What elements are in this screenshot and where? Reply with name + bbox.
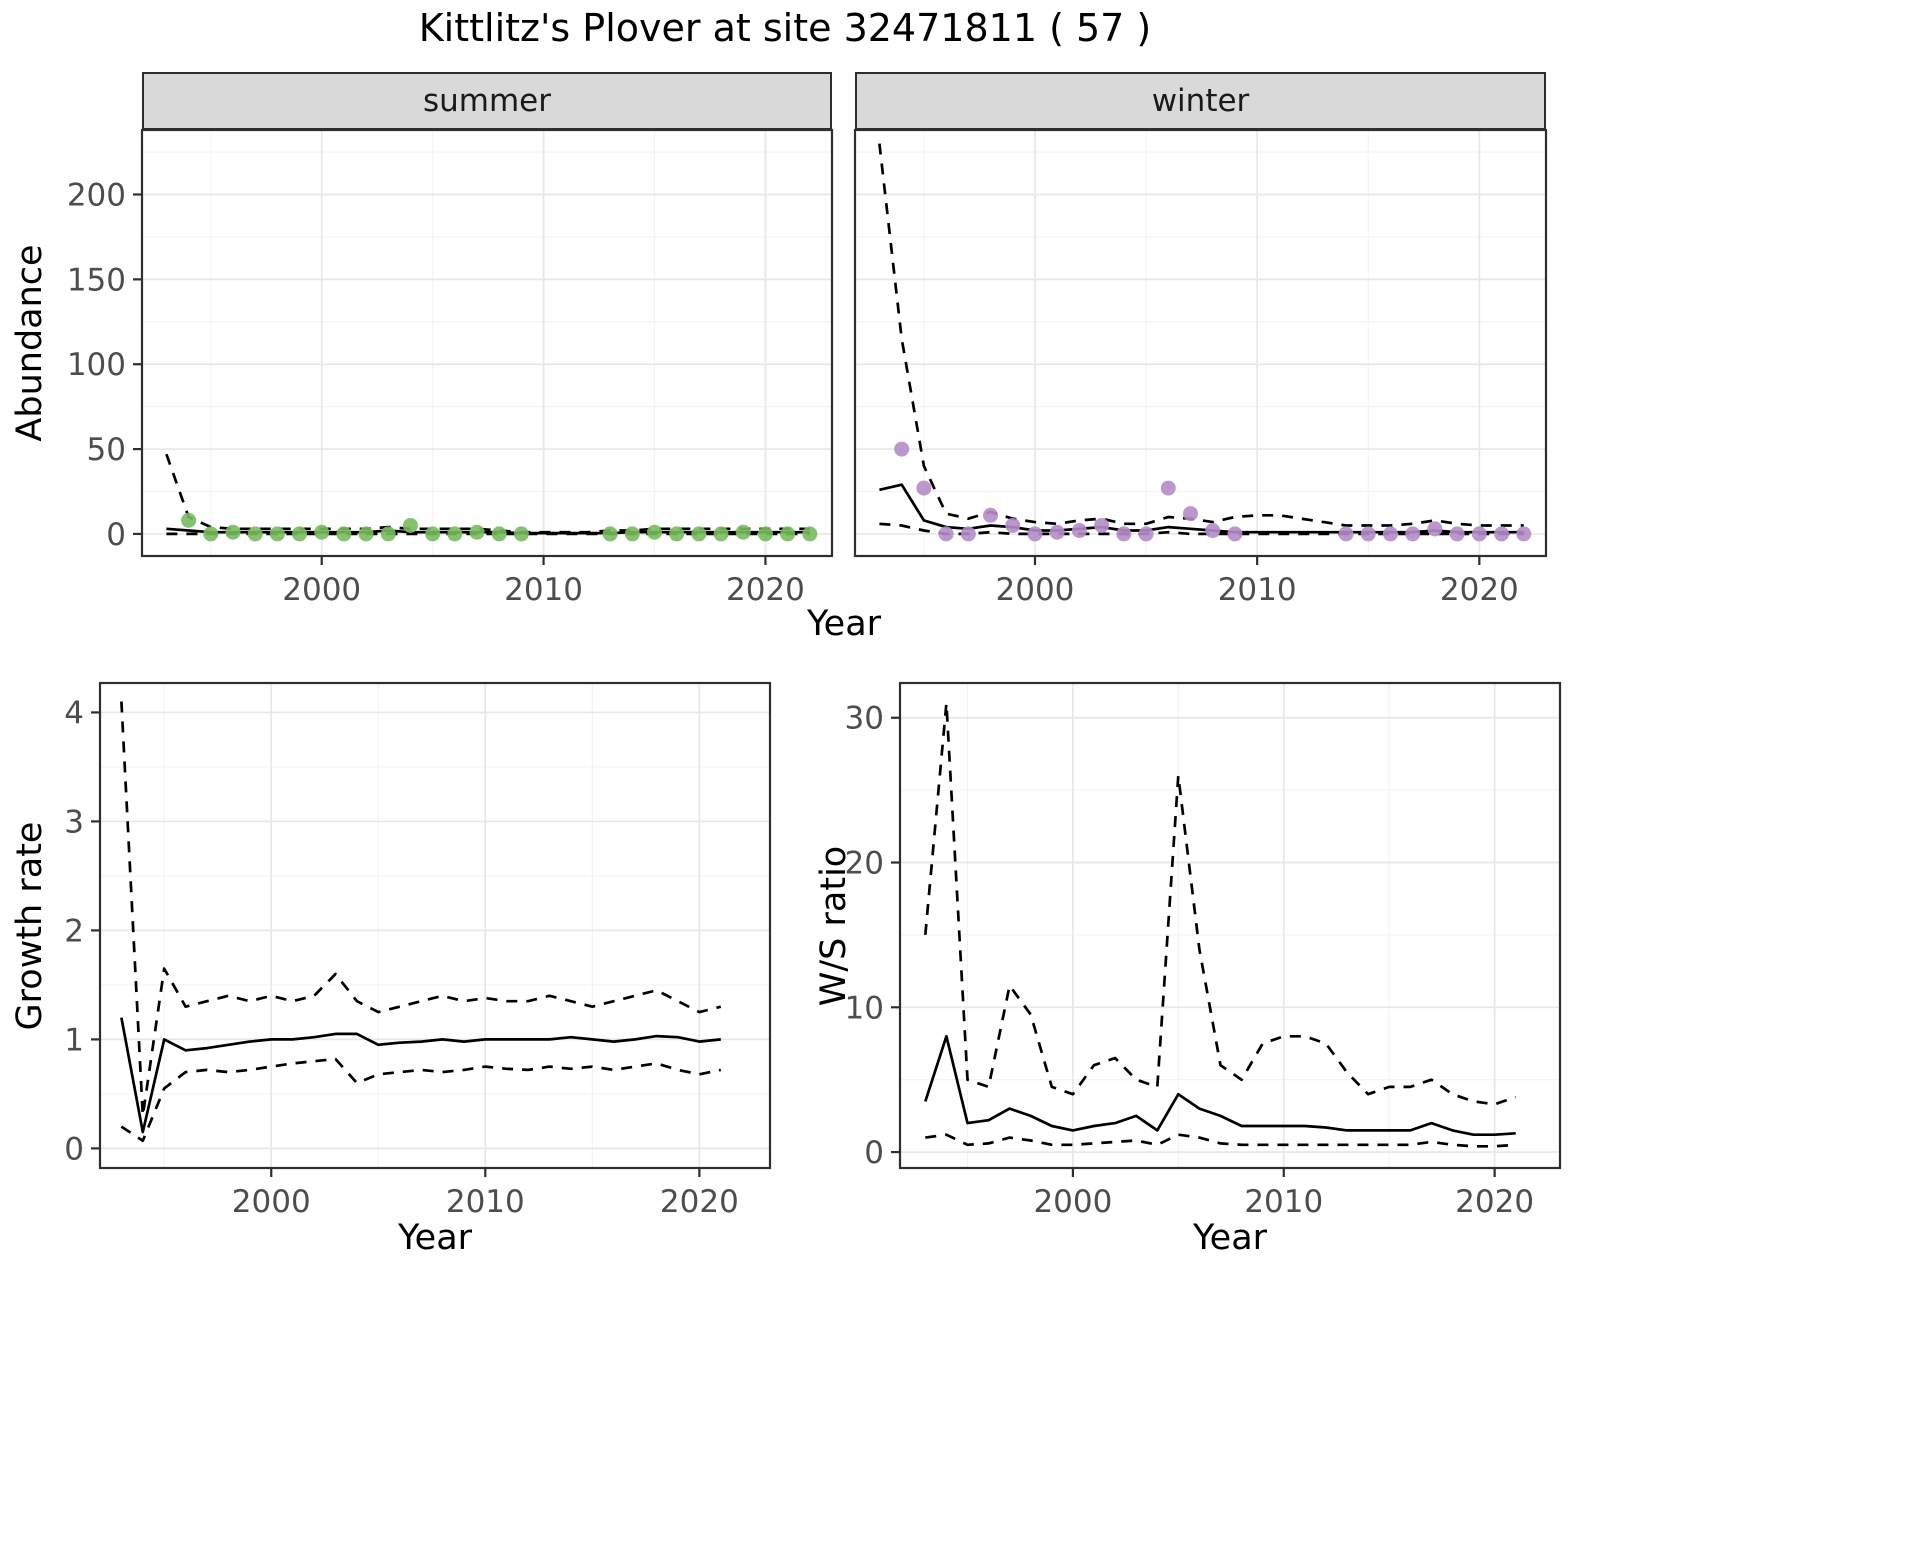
svg-text:2000: 2000	[232, 1184, 311, 1220]
svg-text:0: 0	[64, 1131, 84, 1167]
svg-text:2020: 2020	[1440, 572, 1519, 608]
y-axis-label-growth-rate: Growth rate	[10, 821, 50, 1031]
svg-text:2010: 2010	[1244, 1184, 1323, 1220]
svg-text:3: 3	[64, 804, 84, 840]
svg-text:2010: 2010	[504, 572, 583, 608]
svg-text:0: 0	[106, 517, 126, 553]
svg-text:50: 50	[87, 432, 126, 468]
svg-text:2010: 2010	[446, 1184, 525, 1220]
svg-text:30: 30	[845, 701, 884, 737]
svg-text:2000: 2000	[1033, 1184, 1112, 1220]
facet-strip-winter: winter	[855, 72, 1546, 130]
svg-text:4: 4	[64, 695, 84, 731]
svg-text:2000: 2000	[282, 572, 361, 608]
x-axis-label-top: Year	[806, 604, 882, 644]
y-axis-label-abundance: Abundance	[10, 244, 50, 442]
svg-text:2010: 2010	[1218, 572, 1297, 608]
svg-text:2: 2	[64, 913, 84, 949]
svg-text:150: 150	[67, 262, 126, 298]
svg-text:1: 1	[64, 1022, 84, 1058]
svg-text:100: 100	[67, 347, 126, 383]
svg-text:2020: 2020	[726, 572, 805, 608]
svg-text:2000: 2000	[996, 572, 1075, 608]
svg-text:10: 10	[845, 990, 884, 1026]
chart-title: Kittlitz's Plover at site 32471811 ( 57 …	[418, 6, 1152, 50]
svg-text:0: 0	[864, 1135, 884, 1171]
svg-text:200: 200	[67, 177, 126, 213]
facet-strip-summer: summer	[142, 72, 832, 130]
svg-text:2020: 2020	[1455, 1184, 1534, 1220]
y-axis-label-ws-ratio: W/S ratio	[814, 845, 854, 1007]
svg-text:20: 20	[845, 846, 884, 882]
x-axis-label-growth: Year	[397, 1218, 473, 1258]
svg-text:2020: 2020	[660, 1184, 739, 1220]
x-axis-label-ws: Year	[1192, 1218, 1268, 1258]
